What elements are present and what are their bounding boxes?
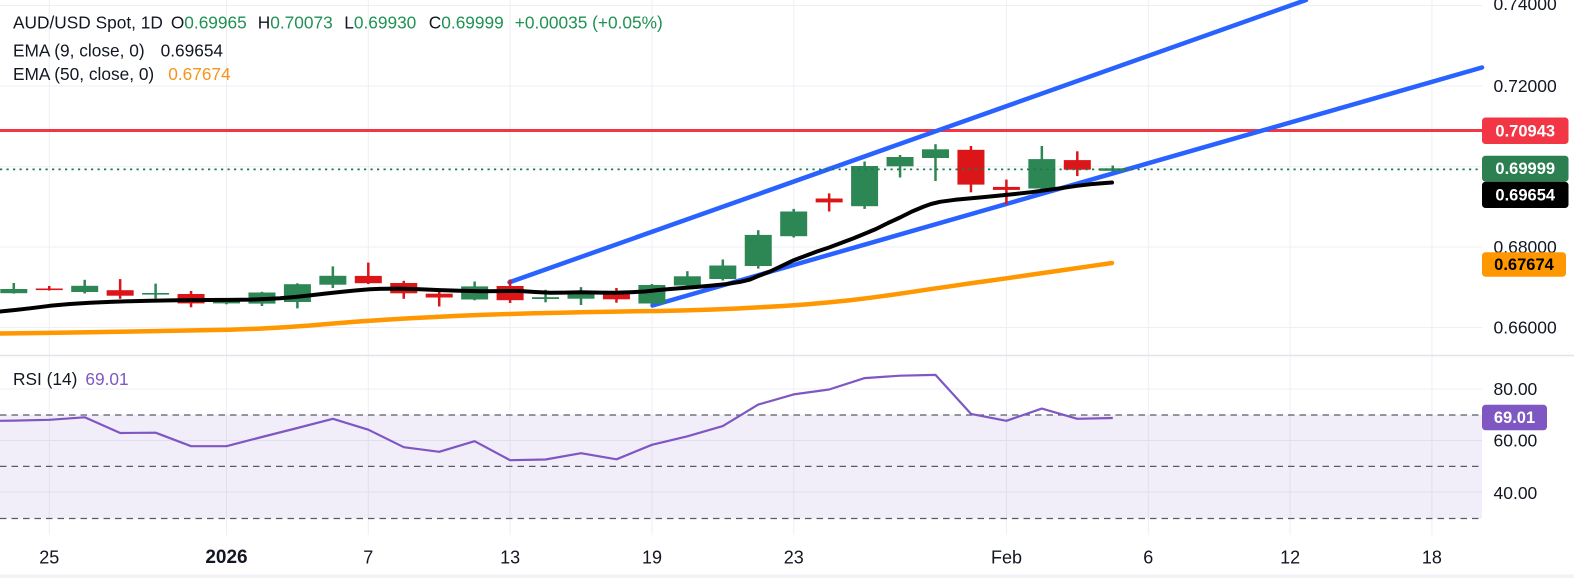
svg-text:0.70943: 0.70943	[1495, 122, 1555, 140]
svg-text:Feb: Feb	[991, 548, 1022, 568]
svg-text:18: 18	[1422, 548, 1442, 568]
svg-text:RSI (14)69.01: RSI (14) 69.01	[13, 369, 129, 389]
svg-text:19: 19	[642, 548, 662, 568]
svg-text:EMA (50, close, 0)0.67674: EMA (50, close, 0) 0.67674	[13, 64, 231, 84]
svg-text:69.01: 69.01	[1494, 409, 1535, 427]
svg-text:23: 23	[784, 548, 804, 568]
svg-text:0.74000: 0.74000	[1494, 0, 1558, 14]
svg-text:80.00: 80.00	[1494, 379, 1538, 399]
svg-text:EMA (9, close, 0)0.69654: EMA (9, close, 0) 0.69654	[13, 41, 223, 61]
svg-text:12: 12	[1280, 548, 1300, 568]
svg-text:25: 25	[39, 548, 59, 568]
svg-text:0.69654: 0.69654	[1495, 186, 1555, 204]
svg-text:40.00: 40.00	[1494, 483, 1538, 503]
svg-text:7: 7	[363, 548, 373, 568]
svg-text:6: 6	[1143, 548, 1153, 568]
svg-text:0.66000: 0.66000	[1494, 318, 1558, 338]
svg-text:60.00: 60.00	[1494, 431, 1538, 451]
svg-text:0.72000: 0.72000	[1494, 76, 1558, 96]
svg-text:0.69999: 0.69999	[1495, 160, 1555, 178]
svg-text:13: 13	[500, 548, 520, 568]
svg-text:0.67674: 0.67674	[1494, 256, 1554, 274]
svg-text:2026: 2026	[205, 547, 247, 568]
svg-text:0.68000: 0.68000	[1494, 237, 1558, 257]
